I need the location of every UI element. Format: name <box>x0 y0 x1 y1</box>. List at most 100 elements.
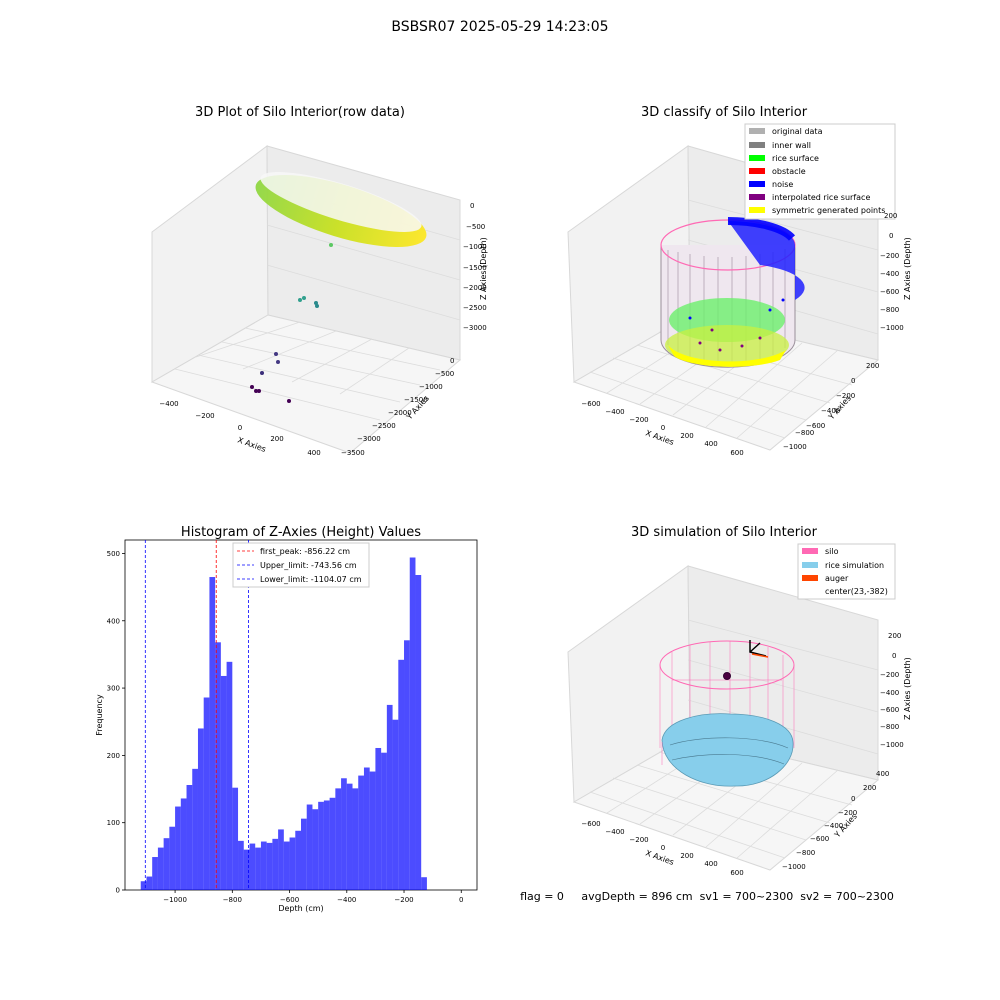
histogram-bar <box>358 775 364 890</box>
z-ticks: 200 0 −200 −400 −600 −800 −1000 <box>880 632 904 749</box>
z-tick-label: −2000 <box>463 284 487 292</box>
z-tick-label: −600 <box>880 706 899 714</box>
z-tick-label: −1000 <box>463 243 487 251</box>
legend-label: Upper_limit: -743.56 cm <box>260 561 357 570</box>
y-tick-label: 200 <box>107 752 120 760</box>
z-tick-label: 200 <box>888 632 901 640</box>
legend-swatch <box>749 155 765 161</box>
histogram-bar <box>278 829 284 890</box>
x-tick-label: 200 <box>270 435 283 443</box>
z-ticks: 0 −500 −1000 −1500 −2000 −2500 −3000 <box>463 202 487 332</box>
legend-swatch <box>749 181 765 187</box>
histogram-bar <box>169 826 176 890</box>
z-axis-label: Z Axies (Depth) <box>903 657 912 720</box>
legend: original data inner wall rice surface ob… <box>744 123 896 220</box>
panel-3d-raw: 3D Plot of Silo Interior(row data) <box>150 105 488 457</box>
classified-point-cloud <box>660 217 805 368</box>
y-tick-label: 200 <box>863 784 876 792</box>
histogram-bar <box>392 719 399 890</box>
legend: first_peak: -856.22 cm Upper_limit: -743… <box>232 542 370 588</box>
y-tick-label: −1000 <box>782 863 806 871</box>
histogram-bar <box>318 801 324 890</box>
z-tick-label: 200 <box>884 212 897 220</box>
x-tick-label: −1000 <box>163 896 187 904</box>
z-tick-label: −2500 <box>463 304 487 312</box>
grid-lines <box>174 184 461 421</box>
legend-label: Lower_limit: -1104.07 cm <box>260 575 362 584</box>
histogram-bar <box>369 771 376 890</box>
z-tick-label: −600 <box>880 288 899 296</box>
y-tick-label: 0 <box>116 887 120 895</box>
z-axis-label: Z Axies (Depth) <box>903 237 912 300</box>
histogram-bar <box>197 728 204 890</box>
legend-label: silo <box>825 547 839 556</box>
x-tick-label: −200 <box>629 836 648 844</box>
legend-label: first_peak: -856.22 cm <box>260 547 350 556</box>
y-tick-label: −2000 <box>388 409 412 417</box>
histogram-bar <box>140 881 147 890</box>
histogram-bar <box>346 783 353 890</box>
z-ticks: 200 0 −200 −400 −600 −800 −1000 <box>880 212 904 332</box>
histogram-bar <box>186 785 193 890</box>
status-line: flag = 0 avgDepth = 896 cm sv1 = 700~230… <box>520 890 894 903</box>
z-tick-label: −400 <box>880 689 899 697</box>
histogram-bar <box>215 642 221 890</box>
y-tick-label: −800 <box>795 429 814 437</box>
y-tick-label: −800 <box>796 849 815 857</box>
figure-title: BSBSR07 2025-05-29 14:23:05 <box>391 19 608 35</box>
y-tick-label: 0 <box>450 357 454 365</box>
y-axis-label: Frequency <box>95 694 104 736</box>
y-ticks: 400 200 0 −200 −400 −600 −800 −1000 <box>782 770 889 871</box>
legend-label: inner wall <box>772 141 811 150</box>
histogram-bar <box>175 806 181 890</box>
legend-label: rice surface <box>772 154 819 163</box>
simulation-scene <box>659 640 795 787</box>
x-tick-label: −400 <box>337 896 356 904</box>
histogram-bar <box>146 876 153 890</box>
y-tick-label: −600 <box>810 835 829 843</box>
x-axis-label: X Axies <box>644 848 675 867</box>
histogram-bar <box>312 809 319 890</box>
x-axis-label: X Axies <box>236 435 267 454</box>
x-tick-label: −400 <box>605 828 624 836</box>
x-tick-label: −800 <box>223 896 242 904</box>
panel-3d-classify: 3D classify of Silo Interior <box>567 105 912 457</box>
histogram-bar <box>180 798 187 890</box>
histogram-bar <box>289 837 296 890</box>
histogram-bar <box>152 857 158 890</box>
histogram-bar <box>415 575 422 890</box>
histogram-bar <box>398 659 405 890</box>
histogram-bar <box>381 752 387 890</box>
legend-swatch <box>802 548 818 554</box>
y-tick-label: −3000 <box>357 435 381 443</box>
y-tick-label: −2500 <box>372 422 396 430</box>
legend-swatch <box>749 194 765 200</box>
panel-title: Histogram of Z-Axies (Height) Values <box>181 525 421 540</box>
x-tick-label: −600 <box>280 896 299 904</box>
x-tick-label: 0 <box>238 424 242 432</box>
y-tick-label: −1500 <box>404 396 428 404</box>
x-ticks: −1000 −800 −600 −400 −200 0 <box>163 890 463 904</box>
legend-label: noise <box>772 180 793 189</box>
x-tick-label: 0 <box>661 424 665 432</box>
legend-label: obstacle <box>772 167 806 176</box>
legend-label: original data <box>772 127 823 136</box>
legend-swatch <box>802 575 818 581</box>
histogram-bar <box>157 847 164 890</box>
histogram-bar <box>329 797 336 890</box>
x-tick-label: −200 <box>394 896 413 904</box>
y-tick-label: −3500 <box>341 449 365 457</box>
histogram-bar <box>409 557 416 890</box>
y-tick-label: −400 <box>821 407 840 415</box>
x-tick-label: 600 <box>730 869 743 877</box>
pane-floor <box>150 314 462 454</box>
x-tick-label: 200 <box>680 852 693 860</box>
y-tick-label: −600 <box>806 422 825 430</box>
legend: silo rice simulation auger center(23,-38… <box>797 543 896 600</box>
histogram-bar <box>226 661 233 890</box>
raw-point-cloud <box>250 172 427 403</box>
panel-3d-simulation: 3D simulation of Silo Interior <box>567 525 912 877</box>
histogram-bar <box>306 804 313 890</box>
y-tick-label: −200 <box>838 809 857 817</box>
legend-label: auger <box>825 574 849 583</box>
